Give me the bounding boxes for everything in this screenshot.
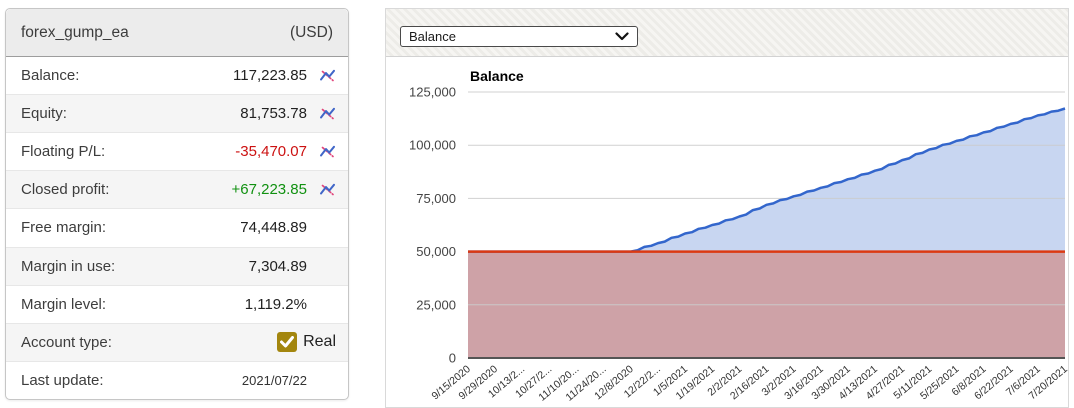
- stat-value: +67,223.85: [231, 181, 308, 199]
- stat-value: Real: [194, 332, 336, 353]
- stat-value: 117,223.85: [233, 67, 307, 85]
- stat-row: Equity: 81,753.78: [6, 95, 348, 134]
- stat-value: 74,448.89: [240, 219, 307, 237]
- balance-chart-panel: Balance Balance 0 25,000 50,000 75,000 100,00…: [385, 8, 1069, 408]
- balance-area-fill: [468, 108, 1065, 358]
- account-name: forex_gump_ea: [21, 23, 129, 41]
- mini-chart-icon[interactable]: [319, 106, 336, 121]
- y-tick-label: 75,000: [416, 191, 456, 206]
- icon-cell: [307, 68, 348, 83]
- y-tick-label: 125,000: [409, 85, 456, 100]
- chart-toolbar: Balance: [386, 9, 1068, 57]
- chevron-down-icon: [615, 29, 629, 44]
- y-tick-label: 0: [449, 351, 456, 366]
- stat-value: 2021/07/22: [241, 372, 307, 388]
- stat-row: Free margin: 74,448.89: [6, 209, 348, 248]
- y-tick-label: 100,000: [409, 138, 456, 153]
- stat-row: Closed profit: +67,223.85: [6, 171, 348, 210]
- account-currency: (USD): [289, 23, 333, 41]
- stat-row: Margin in use: 7,304.89: [6, 247, 348, 286]
- real-account-checkbox[interactable]: [277, 332, 298, 353]
- icon-cell: [307, 182, 348, 197]
- icon-cell: [307, 144, 348, 159]
- balance-line: [468, 107, 1066, 253]
- stat-label: Free margin:: [21, 219, 107, 237]
- stat-row: Last update: 2021/07/22: [6, 361, 348, 399]
- balance-chart: Balance 0 25,000 50,000 75,000 100,000 125,000…: [409, 68, 1068, 404]
- icon-cell: [307, 106, 348, 121]
- mini-chart-icon[interactable]: [319, 68, 336, 83]
- stat-value: 1,119.2%: [244, 295, 307, 313]
- account-type-value: Real: [303, 333, 336, 351]
- account-summary-panel: forex_gump_ea (USD) Balance: 117,223.85 Eq…: [5, 8, 349, 400]
- stat-row: Floating P/L: -35,470.07: [6, 133, 348, 172]
- stat-value: 81,753.78: [240, 105, 307, 123]
- stat-label: Account type:: [21, 333, 112, 351]
- stat-row: Balance: 117,223.85: [6, 57, 348, 96]
- stat-label: Last update:: [21, 371, 104, 389]
- stat-label: Balance:: [21, 67, 80, 85]
- chart-area: Balance 0 25,000 50,000 75,000 100,000 125,000…: [386, 57, 1068, 407]
- account-stats-list: Balance: 117,223.85 Equity: 81,753.78 Floati…: [6, 57, 348, 399]
- chart-title: Balance: [470, 68, 524, 84]
- stat-label: Equity:: [21, 105, 67, 123]
- mini-chart-icon[interactable]: [319, 144, 336, 159]
- stat-label: Margin in use:: [21, 257, 116, 275]
- stat-value: -35,470.07: [235, 143, 307, 161]
- stat-label: Floating P/L:: [21, 143, 106, 161]
- stat-value: 7,304.89: [248, 257, 307, 275]
- chart-metric-select[interactable]: Balance: [400, 26, 638, 47]
- y-tick-label: 50,000: [416, 244, 456, 259]
- y-tick-label: 25,000: [416, 297, 456, 312]
- account-panel-header: forex_gump_ea (USD): [6, 9, 348, 57]
- stat-label: Margin level:: [21, 295, 107, 313]
- stat-row: Account type: Real: [6, 323, 348, 362]
- selected-metric-label: Balance: [409, 29, 456, 44]
- mini-chart-icon[interactable]: [319, 182, 336, 197]
- stat-row: Margin level: 1,119.2%: [6, 285, 348, 324]
- stat-label: Closed profit:: [21, 181, 110, 199]
